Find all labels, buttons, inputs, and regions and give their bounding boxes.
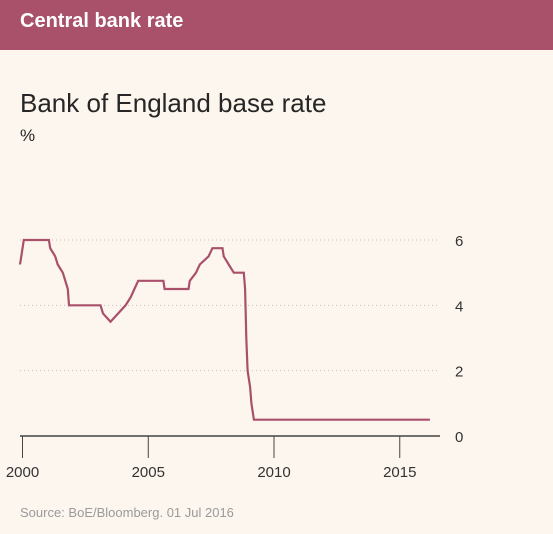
y-tick-label: 4 [455,298,463,315]
x-tick-label: 2000 [6,464,39,481]
x-axis: 2000 2005 2010 2015 [6,435,440,481]
chart-title: Bank of England base rate [20,88,327,118]
x-tick-label: 2015 [383,464,416,481]
x-tick-label: 2005 [132,464,165,481]
x-tick-label: 2010 [257,464,290,481]
y-tick-label: 0 [455,429,463,446]
y-tick-label: 6 [455,233,463,250]
unit-label: % [20,126,36,145]
series-line [18,238,430,421]
banner-title: Central bank rate [20,10,184,32]
header-banner: Central bank rate [0,0,553,50]
y-axis-labels: 0 2 4 6 [455,233,463,446]
series-lines [18,238,430,421]
y-tick-label: 2 [455,364,463,381]
source-note: Source: BoE/Bloomberg. 01 Jul 2016 [20,505,234,520]
